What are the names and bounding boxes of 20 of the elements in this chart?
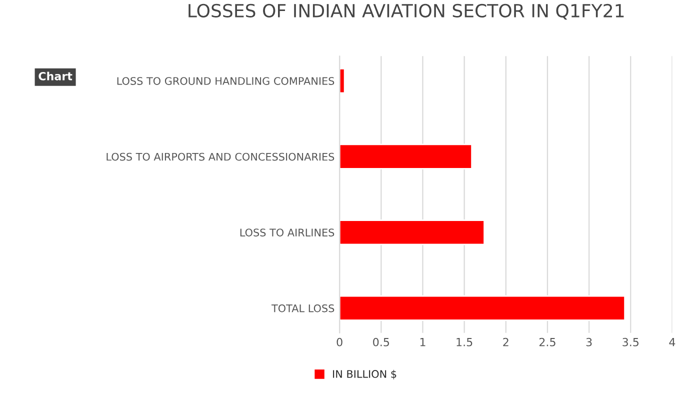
x-tick-label: 1.5 <box>456 338 472 346</box>
bar <box>340 295 626 321</box>
x-tick-label: 0 <box>336 338 342 346</box>
bar <box>340 68 346 94</box>
x-tick-label: 3 <box>586 338 592 346</box>
y-tick-label: LOSS TO AIRLINES <box>240 228 334 236</box>
text: Chart <box>38 72 72 80</box>
x-tick-label: 2 <box>503 338 508 346</box>
x-tick-label: 4 <box>669 338 676 346</box>
legend-label: IN BILLION $ <box>333 370 396 380</box>
x-tick-label: 0.5 <box>373 338 390 346</box>
bar <box>340 144 472 170</box>
y-tick-label: LOSS TO AIRPORTS AND CONCESSIONARIES <box>106 152 334 161</box>
x-tick-label: 3.5 <box>622 338 638 346</box>
chart-title: LOSSES OF INDIAN AVIATION SECTOR IN Q1FY21 <box>188 4 624 20</box>
bar <box>340 220 485 246</box>
x-tick-label: 1 <box>420 338 426 346</box>
y-tick-label: LOSS TO GROUND HANDLING COMPANIES <box>117 77 334 85</box>
x-tick-label: 2.5 <box>539 338 556 346</box>
y-tick-label: TOTAL LOSS <box>271 304 334 312</box>
